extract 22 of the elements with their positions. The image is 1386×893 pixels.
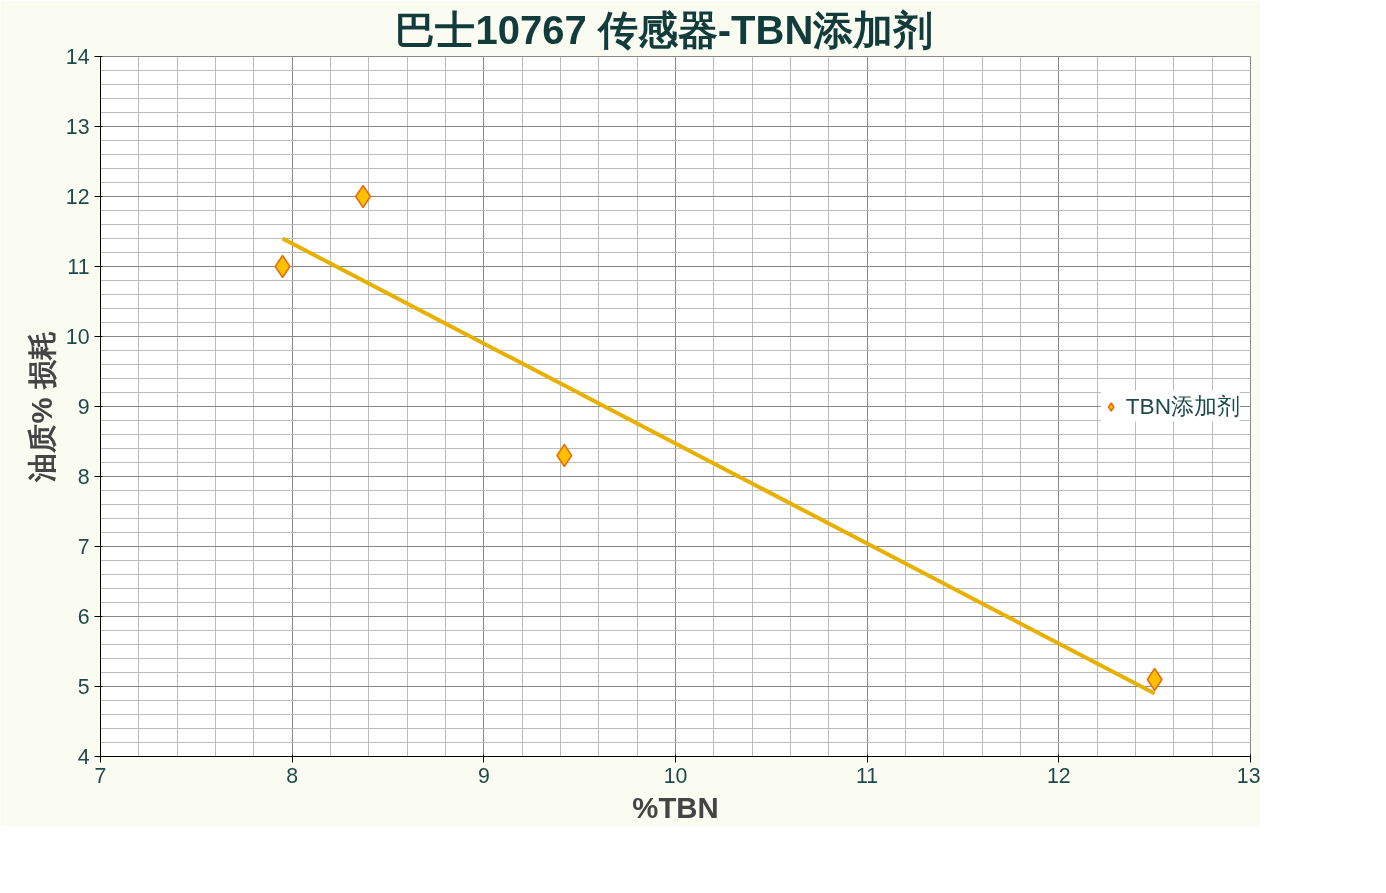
y-tick-label: 12 <box>65 185 90 209</box>
x-tick-label: 8 <box>286 763 299 788</box>
y-axis-title: 油质% 损耗 <box>24 331 58 483</box>
x-axis-title: %TBN <box>632 790 719 824</box>
x-tick-label: 10 <box>663 763 688 788</box>
y-tick-label: 14 <box>65 45 90 69</box>
y-tick-label: 9 <box>77 395 90 419</box>
x-tick-label: 7 <box>94 763 107 788</box>
y-tick-label: 5 <box>77 675 90 699</box>
legend-label: TBN添加剂 <box>1125 391 1240 421</box>
y-tick-label: 11 <box>67 255 90 279</box>
chart-title: 巴士10767 传感器-TBN添加剂 <box>395 7 934 52</box>
y-tick-label: 6 <box>77 605 90 629</box>
x-tick-label: 11 <box>856 763 879 788</box>
y-tick-label: 13 <box>65 115 90 139</box>
x-tick-label: 9 <box>477 763 490 788</box>
y-tick-label: 8 <box>77 465 90 489</box>
x-tick-label: 13 <box>1236 763 1261 788</box>
y-tick-label: 4 <box>77 745 90 769</box>
x-tick-label: 12 <box>1046 763 1071 788</box>
y-tick-label: 10 <box>65 325 90 349</box>
y-tick-label: 7 <box>77 535 90 559</box>
